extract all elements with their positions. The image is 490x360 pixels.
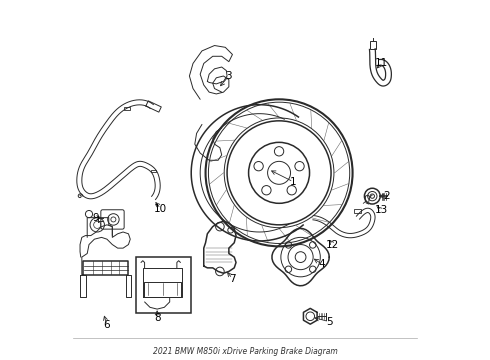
Bar — [124, 107, 129, 110]
Text: 13: 13 — [375, 206, 388, 216]
Bar — [136, 257, 191, 313]
Bar — [151, 170, 156, 172]
Text: 6: 6 — [103, 320, 110, 330]
Text: 8: 8 — [154, 313, 160, 323]
Text: 2: 2 — [383, 191, 390, 201]
Text: 5: 5 — [326, 317, 333, 327]
Bar — [354, 209, 361, 213]
Text: 7: 7 — [229, 274, 236, 284]
Text: 3: 3 — [225, 71, 232, 81]
Text: 9: 9 — [93, 213, 99, 222]
Text: 10: 10 — [154, 204, 167, 214]
Bar — [370, 41, 375, 49]
Text: 1: 1 — [290, 177, 297, 187]
Text: 4: 4 — [319, 259, 325, 269]
Text: 2021 BMW M850i xDrive Parking Brake Diagram: 2021 BMW M850i xDrive Parking Brake Diag… — [152, 347, 338, 356]
Text: 12: 12 — [326, 239, 340, 249]
Text: 11: 11 — [375, 58, 388, 68]
